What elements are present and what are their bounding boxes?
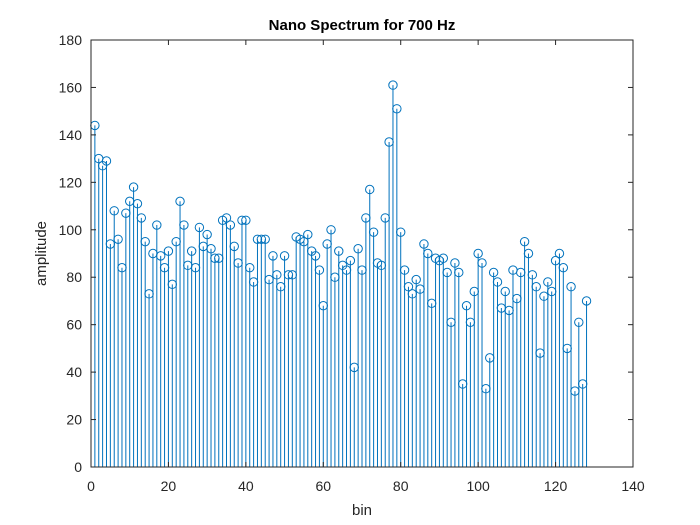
stem-marker bbox=[128, 182, 139, 192]
x-tick-label: 20 bbox=[161, 478, 177, 494]
stem-marker bbox=[519, 236, 530, 247]
stem-marker bbox=[523, 248, 534, 259]
stem-marker bbox=[411, 274, 421, 285]
stem-marker bbox=[109, 206, 119, 216]
stem-marker bbox=[194, 222, 205, 233]
chart-title: Nano Spectrum for 700 Hz bbox=[269, 17, 456, 34]
stem-marker bbox=[345, 255, 356, 266]
stem-marker bbox=[101, 156, 112, 166]
stem-marker bbox=[423, 248, 433, 259]
stem-marker bbox=[272, 270, 282, 280]
stem-marker bbox=[500, 286, 510, 297]
x-tick-label: 140 bbox=[621, 478, 645, 494]
x-tick-label: 100 bbox=[466, 478, 490, 494]
x-tick-label: 60 bbox=[315, 478, 331, 494]
stem-marker bbox=[310, 251, 321, 261]
stem-marker bbox=[229, 241, 239, 252]
stem-marker bbox=[473, 248, 483, 259]
y-tick-label: 140 bbox=[59, 127, 83, 143]
stem-marker bbox=[163, 246, 174, 256]
x-tick-label: 0 bbox=[87, 478, 95, 494]
stem-marker bbox=[268, 251, 278, 261]
stem-marker bbox=[175, 196, 185, 207]
stem-marker bbox=[206, 244, 216, 254]
stem-marker bbox=[221, 213, 232, 223]
x-axis-ticks: 0 20 40 60 80 100 120 140 bbox=[87, 40, 645, 494]
plot-area-frame bbox=[90, 39, 634, 468]
stem-marker bbox=[492, 277, 503, 287]
stem-marker bbox=[396, 227, 406, 237]
stem-marker bbox=[260, 234, 270, 244]
stem-marker bbox=[279, 251, 290, 261]
stem-marker bbox=[334, 246, 344, 256]
y-tick-label: 180 bbox=[59, 32, 83, 48]
stem-marker bbox=[488, 267, 499, 278]
stem-marker bbox=[574, 317, 584, 327]
x-tick-label: 80 bbox=[393, 478, 409, 494]
stem-marker bbox=[225, 220, 236, 230]
stem-marker bbox=[326, 225, 336, 235]
y-tick-label: 100 bbox=[59, 222, 83, 238]
stem-marker bbox=[581, 296, 592, 306]
stem-marker bbox=[353, 244, 363, 254]
y-axis-ticks: 0 20 40 60 80 100 120 140 160 180 bbox=[59, 32, 633, 475]
stem-marker bbox=[245, 263, 255, 273]
stem-marker bbox=[241, 215, 251, 225]
stem-marker bbox=[140, 236, 150, 247]
stem-marker bbox=[403, 282, 414, 292]
stem-marker bbox=[186, 246, 197, 256]
stem-marker bbox=[392, 104, 402, 114]
stem-marker bbox=[368, 227, 379, 237]
x-tick-label: 40 bbox=[238, 478, 254, 494]
stem-marker bbox=[388, 80, 398, 90]
stem-marker bbox=[477, 258, 487, 268]
stem-marker bbox=[179, 220, 189, 230]
stem-marker bbox=[527, 270, 538, 280]
stem-marker bbox=[365, 184, 375, 195]
stem-marker bbox=[419, 239, 429, 249]
stem-marker bbox=[202, 229, 212, 240]
stem-marker bbox=[554, 248, 565, 259]
x-axis-label: bin bbox=[352, 502, 372, 519]
stem-marker bbox=[155, 251, 166, 261]
y-tick-label: 0 bbox=[74, 459, 82, 475]
stem-marker bbox=[543, 277, 553, 287]
stem-marker bbox=[399, 265, 410, 275]
y-tick-label: 40 bbox=[66, 364, 82, 380]
stem-marker bbox=[136, 213, 147, 223]
stem-marker bbox=[132, 198, 143, 209]
y-tick-label: 120 bbox=[59, 174, 83, 190]
x-tick-label: 120 bbox=[544, 478, 568, 494]
y-tick-label: 60 bbox=[66, 317, 82, 333]
stem-marker bbox=[314, 265, 325, 275]
y-tick-label: 80 bbox=[66, 269, 82, 285]
stem-marker bbox=[303, 229, 313, 240]
stem-marker bbox=[454, 267, 464, 278]
stem-marker bbox=[152, 220, 162, 230]
y-tick-label: 160 bbox=[59, 79, 83, 95]
stem-marker bbox=[566, 282, 576, 292]
stem-marker bbox=[461, 300, 472, 311]
stem-series bbox=[90, 80, 592, 467]
stem-marker bbox=[450, 258, 460, 268]
stem-marker bbox=[558, 263, 569, 273]
y-axis-label: amplitude bbox=[33, 221, 50, 286]
stem-marker bbox=[442, 267, 452, 278]
stem-marker bbox=[113, 234, 123, 244]
stem-marker bbox=[438, 253, 448, 263]
stem-marker bbox=[531, 282, 541, 292]
y-tick-label: 20 bbox=[66, 412, 82, 428]
